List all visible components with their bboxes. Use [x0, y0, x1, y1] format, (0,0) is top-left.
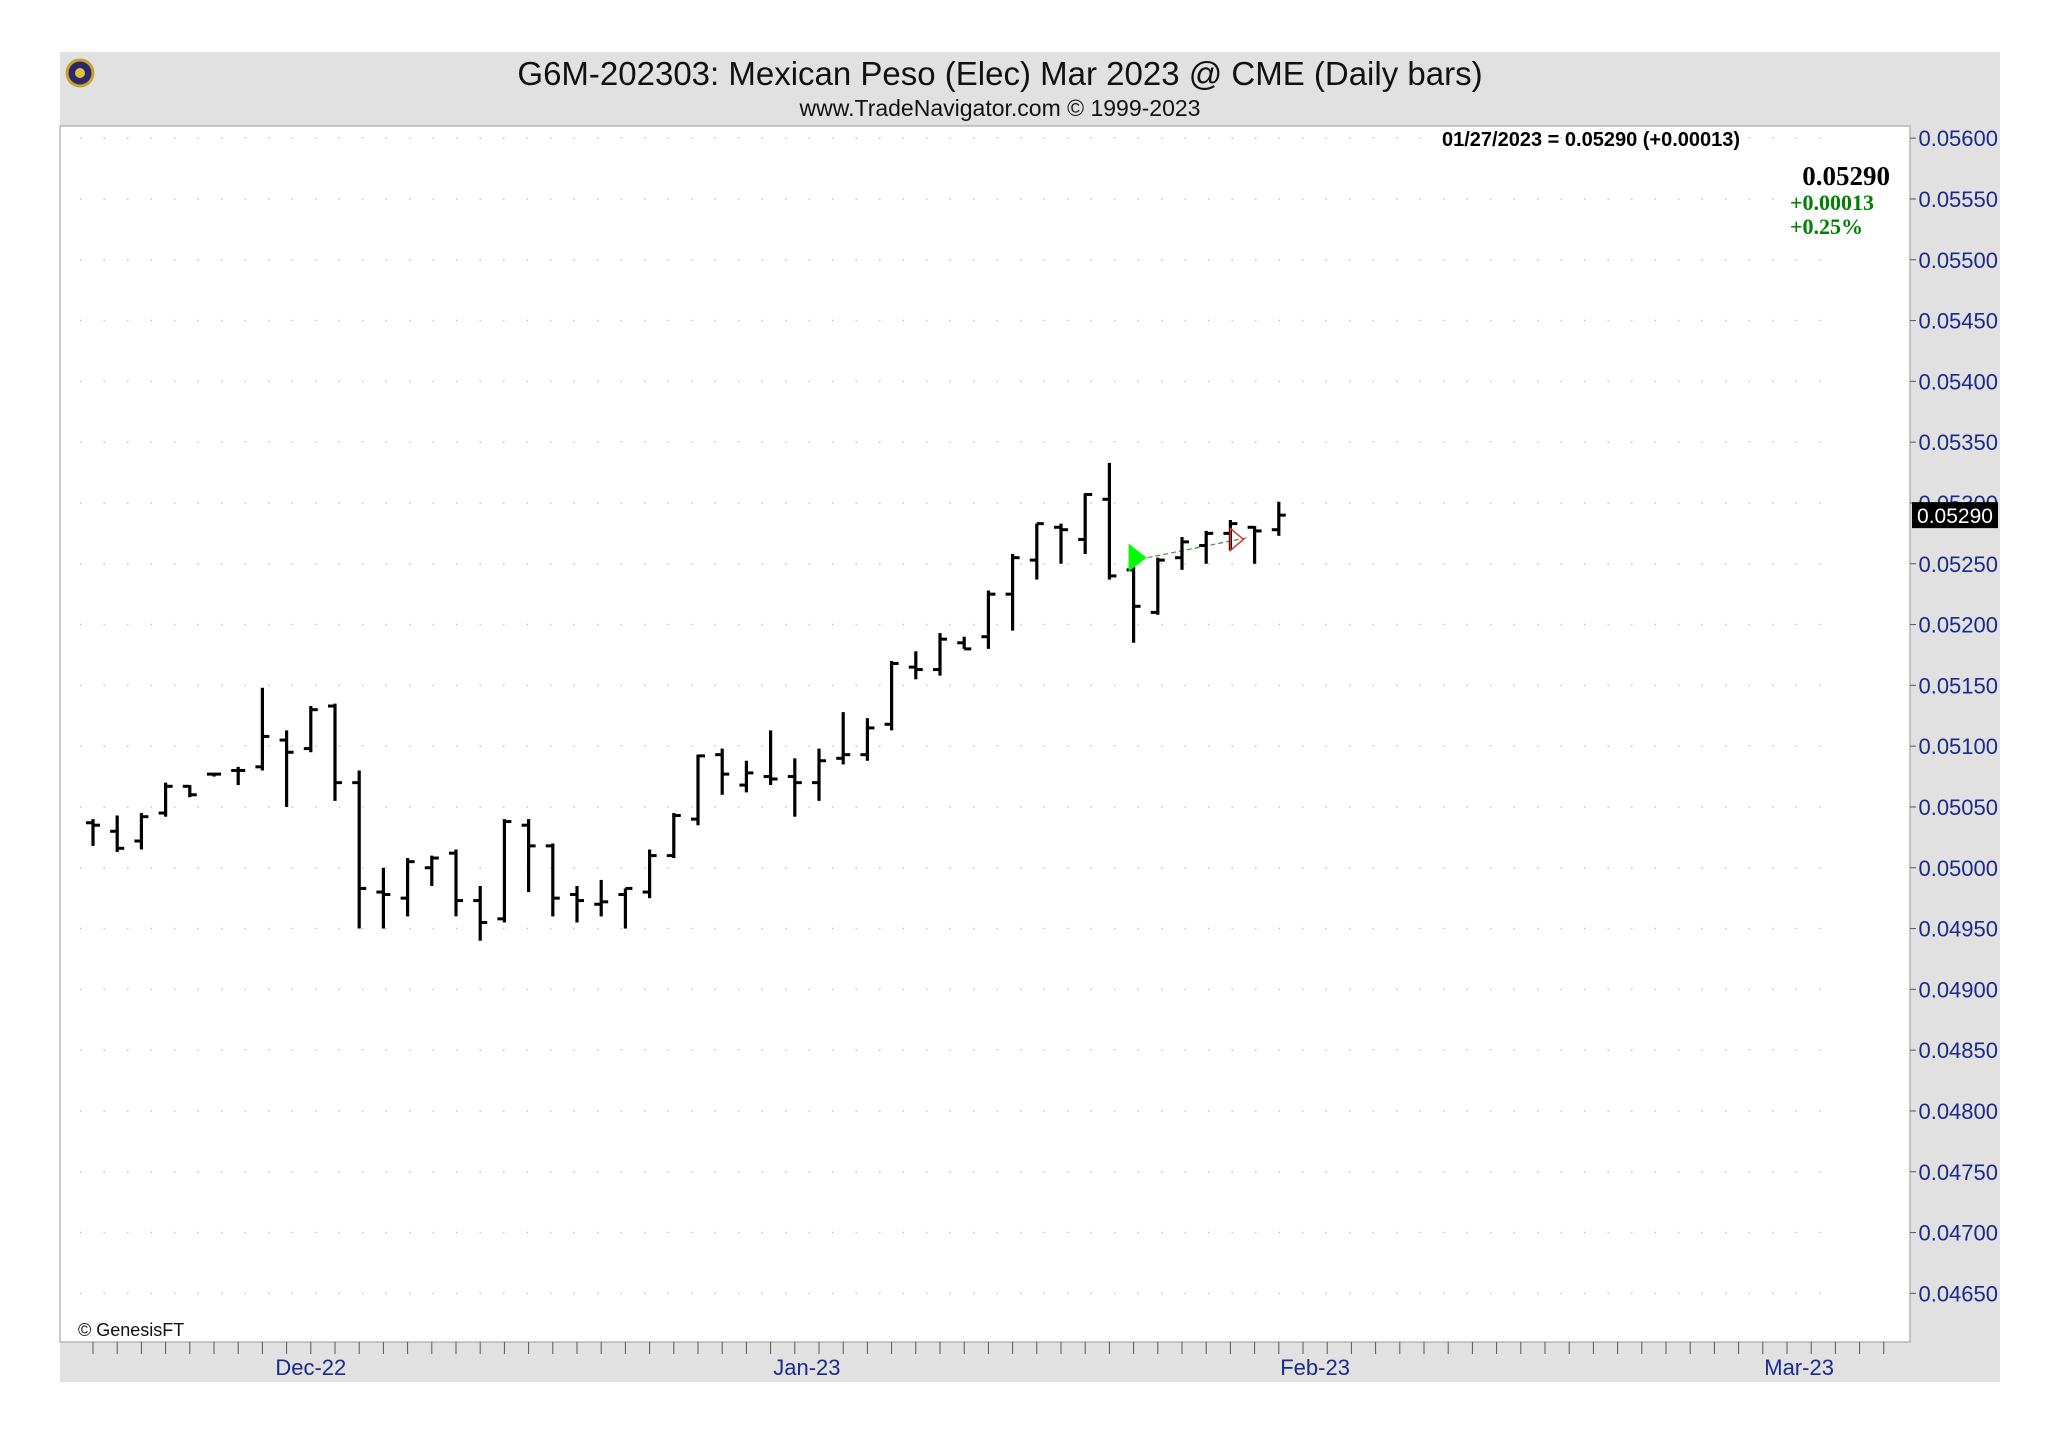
ohlc-bar: [521, 819, 536, 893]
x-tick-label: Dec-22: [275, 1355, 346, 1380]
ohlc-bar: [449, 849, 463, 917]
y-axis-band: [1910, 126, 2000, 1382]
trend-layer: [1147, 536, 1249, 559]
ohlc-bar: [1029, 522, 1044, 580]
ohlc-bar: [1005, 554, 1020, 631]
ohlc-bar: [1054, 523, 1068, 564]
x-axis: Dec-22 Jan-23 Feb-23 Mar-23: [92, 1342, 1885, 1380]
ohlc-bar: [1271, 501, 1286, 536]
ohlc-bar: [570, 886, 584, 923]
ohlc-bar: [1175, 537, 1189, 570]
ohlc-bar: [473, 886, 488, 941]
last-price: 0.05290: [1802, 161, 1890, 191]
net-change: +0.00013: [1790, 190, 1874, 215]
ohlc-bar: [279, 730, 294, 807]
ohlc-bar: [884, 661, 899, 731]
ohlc-bar: [715, 748, 730, 795]
y-tick-label: 0.04950: [1918, 917, 1998, 942]
percent-change: +0.25%: [1790, 214, 1863, 239]
ohlc-bar: [110, 815, 125, 852]
y-tick-label: 0.05000: [1918, 856, 1998, 881]
ohlc-bar: [1102, 462, 1117, 580]
ohlc-bar: [497, 819, 512, 923]
ohlc-bar: [957, 636, 972, 651]
ohlc-bar: [594, 879, 609, 917]
copyright-label: © GenesisFT: [78, 1320, 184, 1340]
y-tick-label: 0.05400: [1918, 369, 1998, 394]
ohlc-bar: [424, 855, 439, 886]
ohlc-bar: [691, 754, 705, 826]
grid-layer: [80, 137, 1830, 1295]
x-tick-label: Jan-23: [773, 1355, 840, 1380]
ohlc-bar: [255, 687, 270, 771]
y-tick-label: 0.04800: [1918, 1099, 1998, 1124]
y-tick-label: 0.05250: [1918, 552, 1998, 577]
ohlc-bar: [642, 849, 657, 899]
ohlc-bar: [400, 858, 415, 917]
y-tick-label: 0.05100: [1918, 734, 1998, 759]
ohlc-bar: [787, 758, 802, 817]
ohlc-bar: [182, 784, 197, 798]
x-tick-label: Mar-23: [1764, 1355, 1834, 1380]
y-tick-label: 0.04650: [1918, 1281, 1998, 1306]
ohlc-bar: [231, 766, 246, 786]
ohlc-bar: [1078, 492, 1093, 555]
ohlc-bar: [836, 712, 851, 765]
ohlc-bar: [739, 760, 754, 793]
ohlc-bar: [303, 706, 318, 753]
sell-signal-arrow-icon: [1229, 526, 1245, 553]
price-bars: [86, 462, 1286, 941]
y-axis: 0.05600 0.05550 0.05500 0.05450 0.05400 0.053…: [1910, 126, 1998, 1306]
buy-signal-arrow-icon: [1128, 543, 1147, 572]
last-price-marker: 0.05290: [1912, 502, 1998, 529]
y-tick-label: 0.05350: [1918, 430, 1998, 455]
ohlc-bar: [376, 867, 391, 929]
svg-text:0.05290: 0.05290: [1917, 505, 1993, 528]
y-tick-label: 0.05050: [1918, 795, 1998, 820]
ohlc-bar: [763, 730, 778, 786]
chart-title: G6M-202303: Mexican Peso (Elec) Mar 2023…: [517, 55, 1482, 92]
y-tick-label: 0.05550: [1918, 187, 1998, 212]
y-tick-label: 0.05500: [1918, 248, 1998, 273]
ohlc-bar: [328, 703, 342, 801]
ohlc-bar: [134, 813, 149, 850]
ohlc-bar: [860, 718, 875, 761]
trade-navigator-logo-icon: [65, 58, 95, 88]
ohlc-bar: [666, 813, 681, 859]
ohlc-bar: [1199, 530, 1214, 564]
y-tick-label: 0.05450: [1918, 309, 1998, 334]
signal-trend-line: [1147, 536, 1249, 559]
ohlc-bar: [1247, 525, 1262, 564]
y-tick-label: 0.05200: [1918, 613, 1998, 638]
ohlc-bar: [86, 819, 100, 846]
x-tick-label: Feb-23: [1280, 1355, 1350, 1380]
plot-area: [59, 125, 1911, 1343]
y-tick-label: 0.04700: [1918, 1221, 1998, 1246]
signal-markers: [1128, 526, 1245, 572]
date-value-line: 01/27/2023 = 0.05290 (+0.00013): [1442, 129, 1740, 151]
y-tick-label: 0.05600: [1918, 126, 1998, 151]
ohlc-bar: [545, 843, 560, 917]
ohlc-bar: [207, 772, 221, 777]
x-axis-band: [60, 1342, 2000, 1382]
ohlc-bar: [812, 748, 826, 801]
ohlc-bar: [618, 886, 633, 929]
ohlc-bar: [158, 782, 173, 817]
chart-subtitle: www.TradeNavigator.com © 1999-2023: [799, 95, 1201, 121]
y-tick-label: 0.04850: [1918, 1038, 1998, 1063]
ohlc-bar: [908, 651, 923, 680]
ohlc-bar: [933, 633, 947, 676]
ohlc-bar: [981, 590, 996, 649]
ohlc-bar: [352, 770, 367, 929]
ohlc-bar: [1150, 557, 1165, 615]
y-tick-label: 0.04750: [1918, 1160, 1998, 1185]
header-band: [60, 52, 2000, 126]
y-tick-label: 0.04900: [1918, 977, 1998, 1002]
y-tick-label: 0.05150: [1918, 673, 1998, 698]
